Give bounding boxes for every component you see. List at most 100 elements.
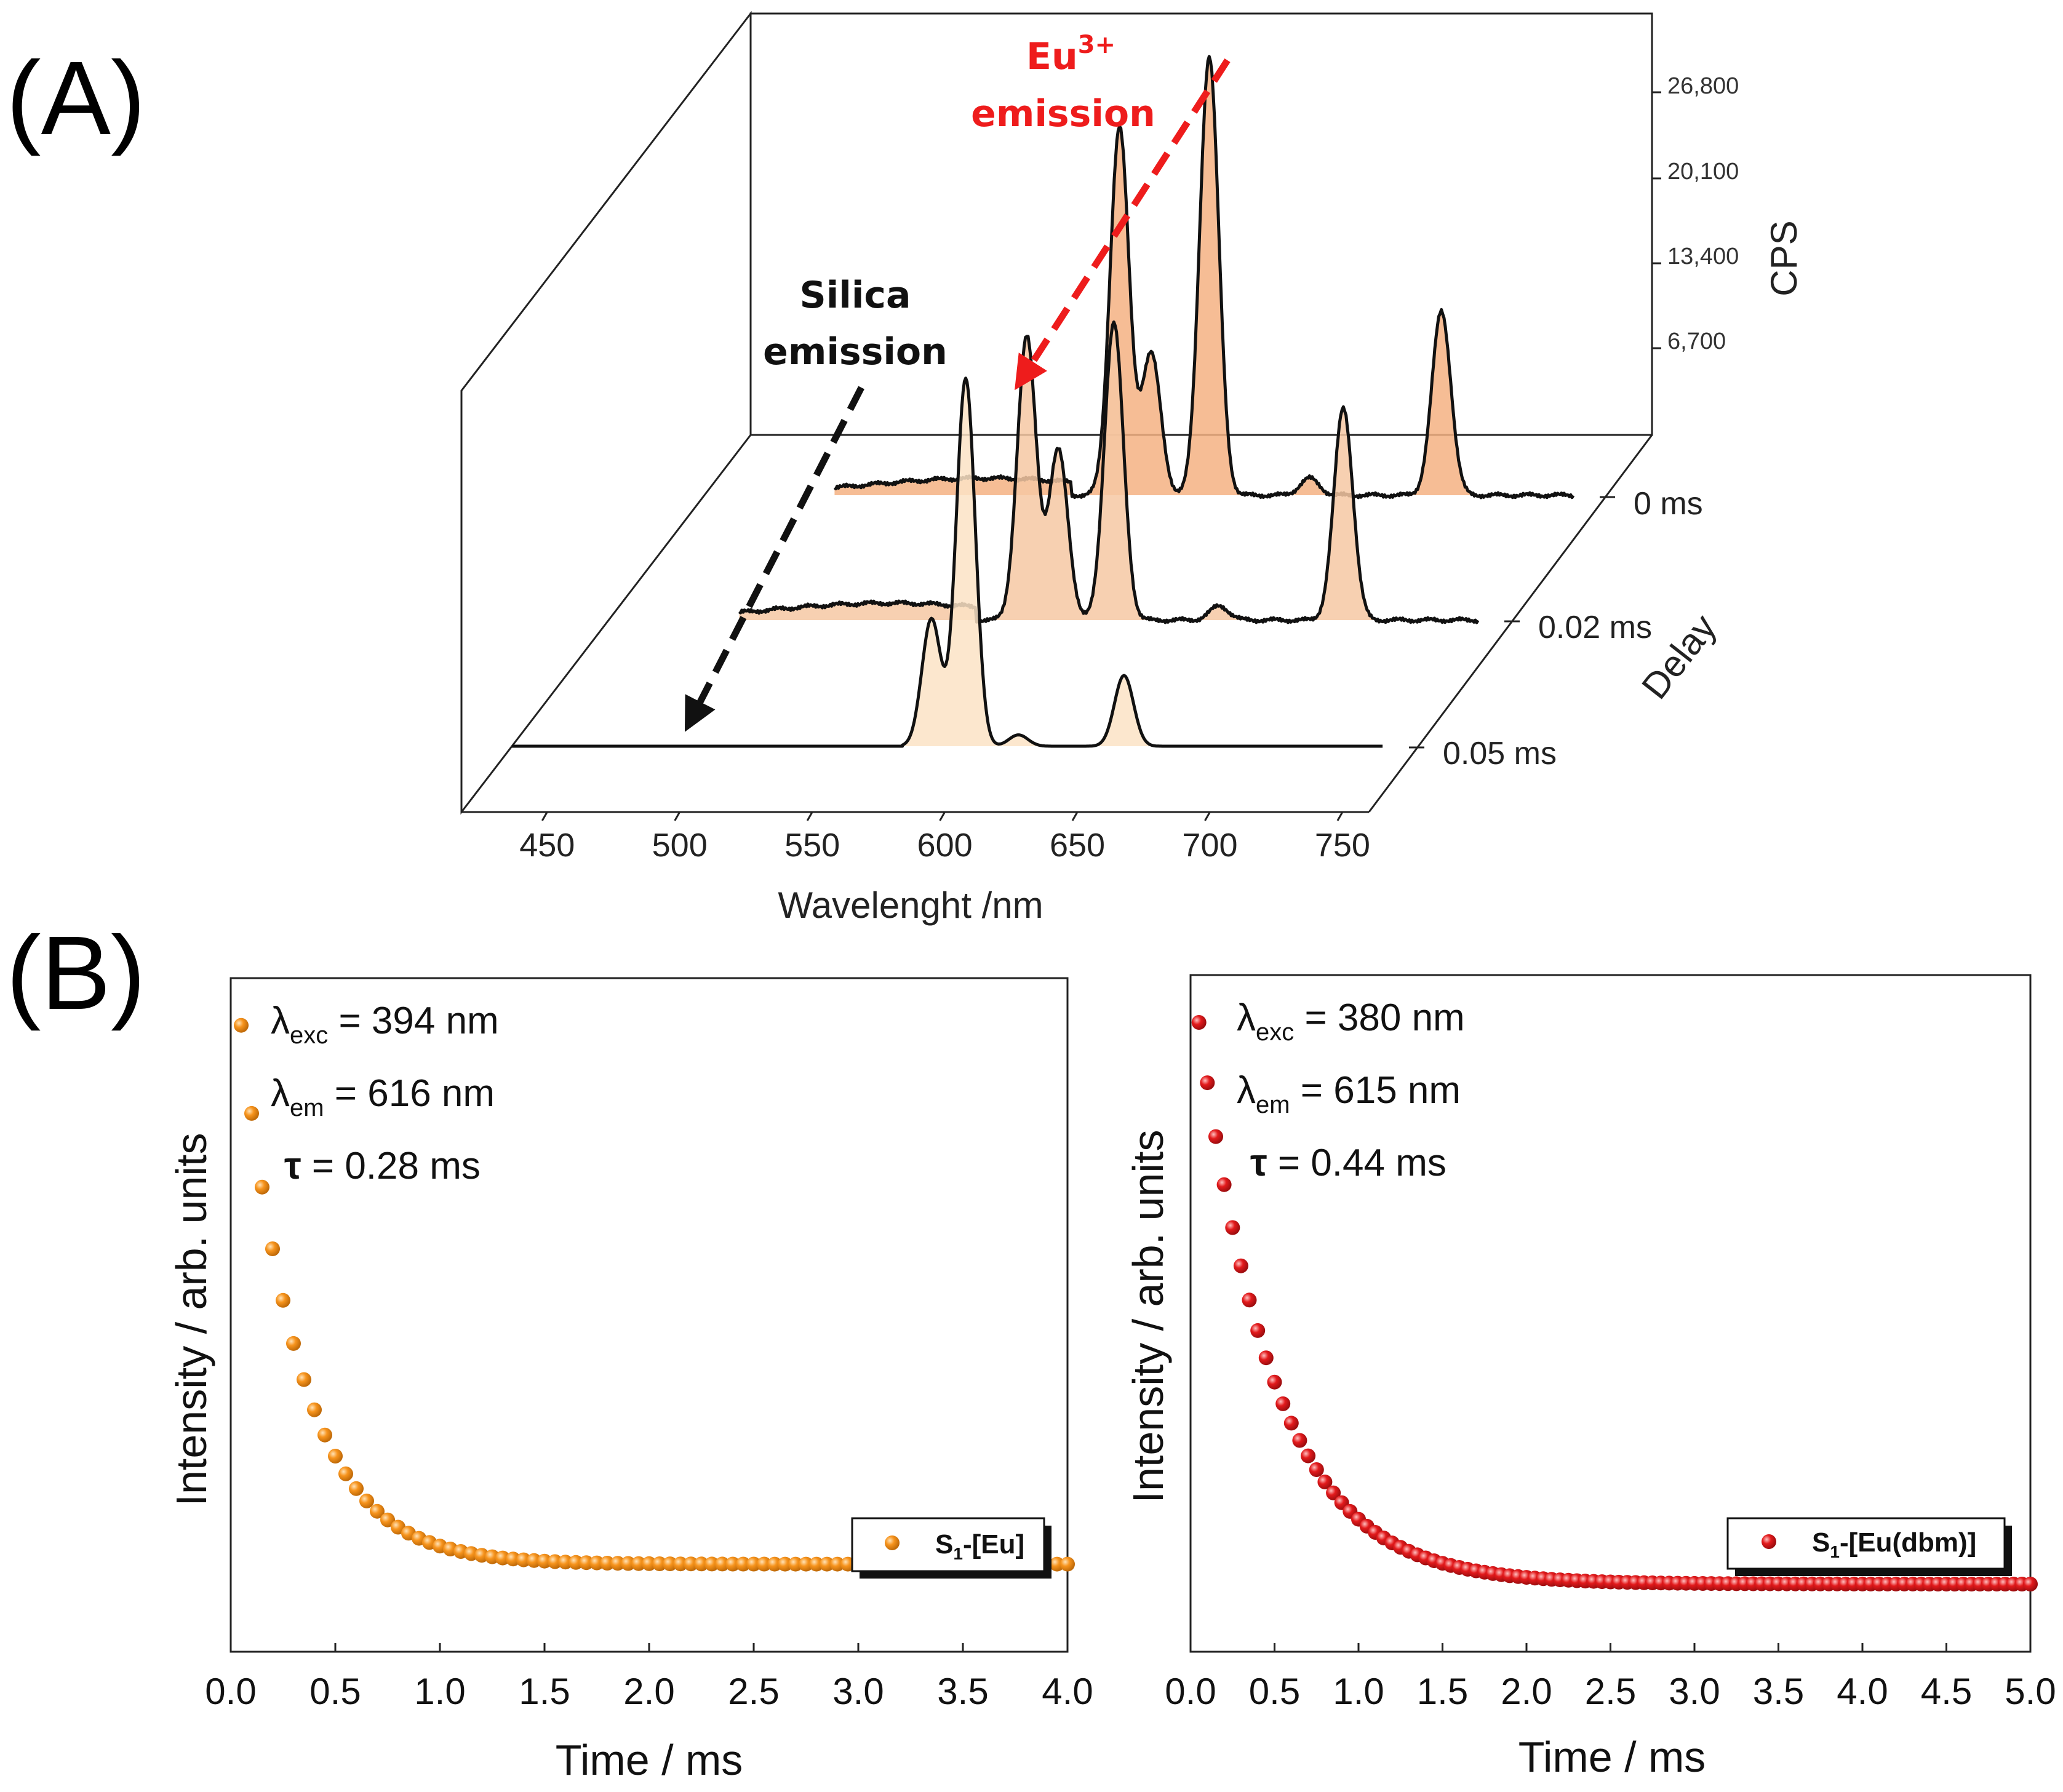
spectrum-fill <box>512 378 1383 746</box>
param-label: λem = 616 nm <box>271 1072 495 1121</box>
wavelength-tick-label: 450 <box>519 827 575 864</box>
eu-annotation-line2: emission <box>971 92 1155 135</box>
y-axis-title-right: Intensity / arb. units <box>1124 1130 1172 1503</box>
silica-emission-arrow <box>684 386 864 732</box>
decay-point <box>778 1556 792 1572</box>
spectrum-fill <box>834 56 1574 498</box>
wavelength-tick-label: 500 <box>652 827 708 864</box>
time-tick-label: 4.0 <box>1837 1671 1888 1712</box>
decay-point <box>265 1241 280 1256</box>
decay-point <box>548 1554 562 1569</box>
decay-point <box>830 1556 845 1572</box>
spectrum-line <box>738 320 1480 624</box>
decay-point <box>516 1552 531 1567</box>
cps-tick-label: 20,100 <box>1667 159 1739 185</box>
time-tick-label: 1.0 <box>1333 1671 1384 1712</box>
decay-point <box>1326 1485 1341 1500</box>
decay-point <box>736 1556 751 1572</box>
legend-label-left: S1-[Eu] <box>935 1529 1024 1563</box>
decay-point <box>820 1556 834 1572</box>
time-tick-label: 1.5 <box>519 1671 570 1712</box>
params-left: λexc = 394 nm λem = 616 nm τ = 0.28 ms <box>271 1000 499 1187</box>
decay-point <box>694 1556 709 1572</box>
decay-point <box>1317 1475 1333 1489</box>
delay-label-0ms: 0 ms <box>1634 486 1703 522</box>
decay-point <box>642 1556 656 1571</box>
decay-point <box>621 1556 636 1571</box>
time-tick-label: 2.5 <box>728 1671 779 1712</box>
cps-tick-label: 6,700 <box>1667 329 1726 354</box>
decay-point <box>684 1556 698 1572</box>
time-tick-label: 3.0 <box>832 1671 884 1712</box>
time-tick-label: 3.5 <box>937 1671 988 1712</box>
decay-point <box>1200 1075 1215 1091</box>
decay-point <box>1233 1258 1248 1273</box>
decay-point <box>1242 1292 1257 1308</box>
time-tick-label: 2.0 <box>623 1671 674 1712</box>
panel-label-a: (A) <box>6 40 146 157</box>
wavelength-axis-title: Wavelenght /nm <box>778 885 1043 926</box>
x-axis-title-right: Time / ms <box>1518 1733 1706 1781</box>
decay-point <box>370 1503 385 1519</box>
time-tick-label: 0.5 <box>309 1671 361 1712</box>
decay-point <box>1292 1433 1307 1448</box>
spectra-layer <box>512 55 1575 748</box>
decay-point <box>569 1555 583 1570</box>
decay-point <box>1275 1396 1291 1411</box>
legend-left: S1-[Eu] <box>851 1517 1051 1579</box>
wavelength-tick-label: 550 <box>784 827 840 864</box>
legend-marker-right <box>1762 1534 1776 1549</box>
decay-point <box>725 1556 740 1572</box>
eu-emission-arrow <box>1015 58 1231 391</box>
cps-tick-label: 26,800 <box>1667 73 1739 99</box>
decay-point <box>1050 1556 1064 1572</box>
decay-point <box>1309 1462 1324 1477</box>
panel-label-b: (B) <box>6 915 146 1032</box>
cps-tick-label: 13,400 <box>1667 244 1739 269</box>
waterfall-chart: 6,700 13,400 20,100 26,800 CPS 450 500 550… <box>460 10 1805 926</box>
param-label: τ = 0.28 ms <box>284 1145 481 1187</box>
decay-point <box>286 1336 301 1351</box>
decay-point <box>1301 1448 1316 1463</box>
decay-point <box>1191 1015 1207 1030</box>
decay-point <box>673 1556 688 1572</box>
decay-point <box>757 1556 772 1572</box>
decay-point <box>328 1449 343 1463</box>
decay-point <box>276 1292 290 1308</box>
time-tick-label: 0.0 <box>1165 1671 1216 1712</box>
decay-point <box>809 1556 824 1572</box>
decay-chart-left: 0.0 0.5 1.0 1.5 2.0 2.5 3.0 3.5 4.0 Time / ms In… <box>167 977 1093 1784</box>
decay-point <box>663 1556 677 1572</box>
cps-axis-title: CPS <box>1763 220 1805 296</box>
x-ticks-right: 0.0 0.5 1.0 1.5 2.0 2.5 3.0 3.5 4.0 4.5 5.0 <box>1165 1643 2056 1712</box>
decay-point <box>1216 1177 1232 1192</box>
delay-label-0.02ms: 0.02 ms <box>1538 610 1652 645</box>
decay-point <box>244 1105 259 1121</box>
legend-marker-left <box>885 1535 900 1550</box>
decay-point <box>589 1555 604 1571</box>
left-wall <box>460 10 752 815</box>
decay-point <box>527 1553 541 1568</box>
spectrum-line <box>512 376 1383 748</box>
x-ticks-left: 0.0 0.5 1.0 1.5 2.0 2.5 3.0 3.5 4.0 <box>205 1643 1093 1712</box>
decay-point <box>2023 1577 2038 1591</box>
decay-point <box>1225 1220 1240 1235</box>
decay-point <box>1283 1416 1299 1431</box>
silica-annotation-line1: Silica <box>800 274 911 317</box>
legend-label-right: S1-[Eu(dbm)] <box>1812 1527 1976 1561</box>
time-tick-label: 0.5 <box>1249 1671 1300 1712</box>
x-axis-title-left: Time / ms <box>556 1736 743 1784</box>
spectrum-fill <box>739 322 1478 623</box>
time-tick-label: 5.0 <box>2005 1671 2056 1712</box>
decay-point <box>297 1372 311 1387</box>
wavelength-tick-label: 700 <box>1182 827 1237 864</box>
param-label: λexc = 394 nm <box>271 1000 499 1049</box>
time-tick-label: 0.0 <box>205 1671 256 1712</box>
param-label: λexc = 380 nm <box>1237 997 1465 1046</box>
time-tick-label: 4.0 <box>1042 1671 1093 1712</box>
param-label: λem = 615 nm <box>1237 1069 1461 1118</box>
decay-point <box>317 1427 332 1443</box>
decay-point <box>746 1556 761 1572</box>
decay-point <box>704 1556 719 1572</box>
